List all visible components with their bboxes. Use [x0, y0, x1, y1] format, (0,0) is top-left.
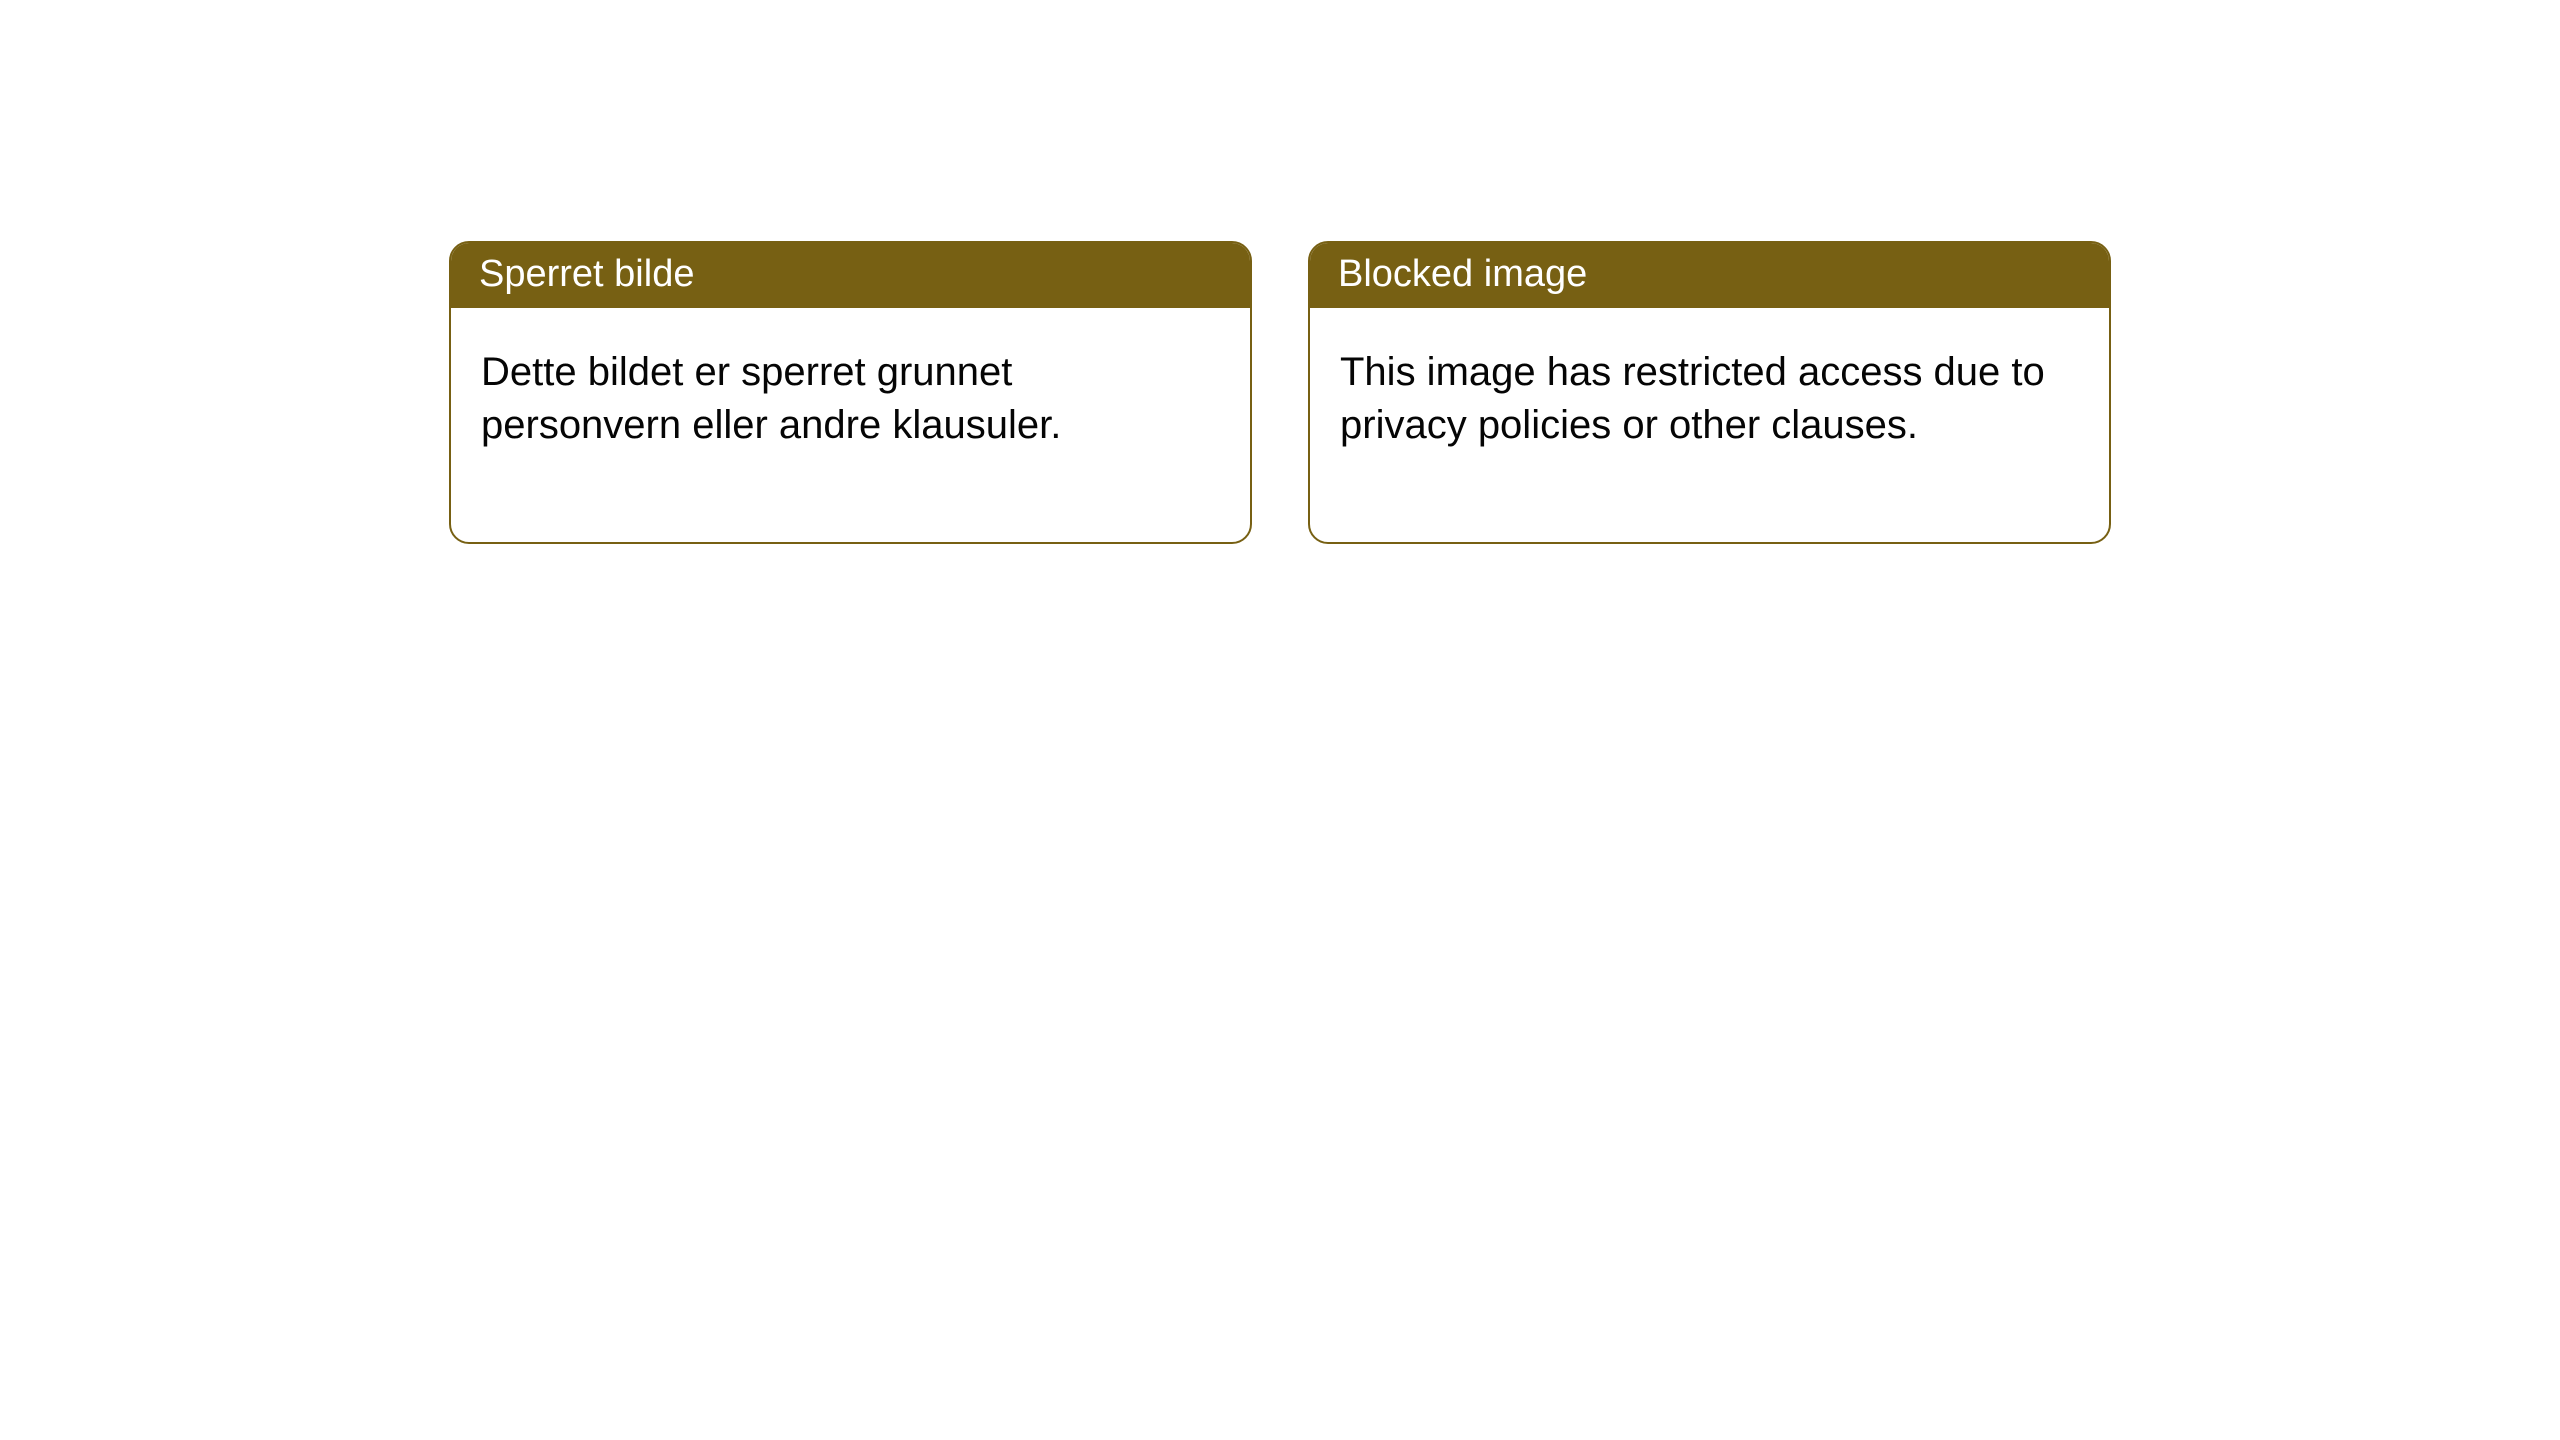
card-body-text: Dette bildet er sperret grunnet personve…: [481, 350, 1061, 447]
notice-card-norwegian: Sperret bilde Dette bildet er sperret gr…: [449, 241, 1252, 544]
card-title: Sperret bilde: [479, 253, 694, 295]
notice-container: Sperret bilde Dette bildet er sperret gr…: [0, 0, 2560, 544]
notice-card-english: Blocked image This image has restricted …: [1308, 241, 2111, 544]
card-title: Blocked image: [1338, 253, 1587, 295]
card-body: This image has restricted access due to …: [1310, 308, 2109, 542]
card-body-text: This image has restricted access due to …: [1340, 350, 2045, 447]
card-body: Dette bildet er sperret grunnet personve…: [451, 308, 1250, 542]
card-header: Blocked image: [1310, 243, 2109, 308]
card-header: Sperret bilde: [451, 243, 1250, 308]
